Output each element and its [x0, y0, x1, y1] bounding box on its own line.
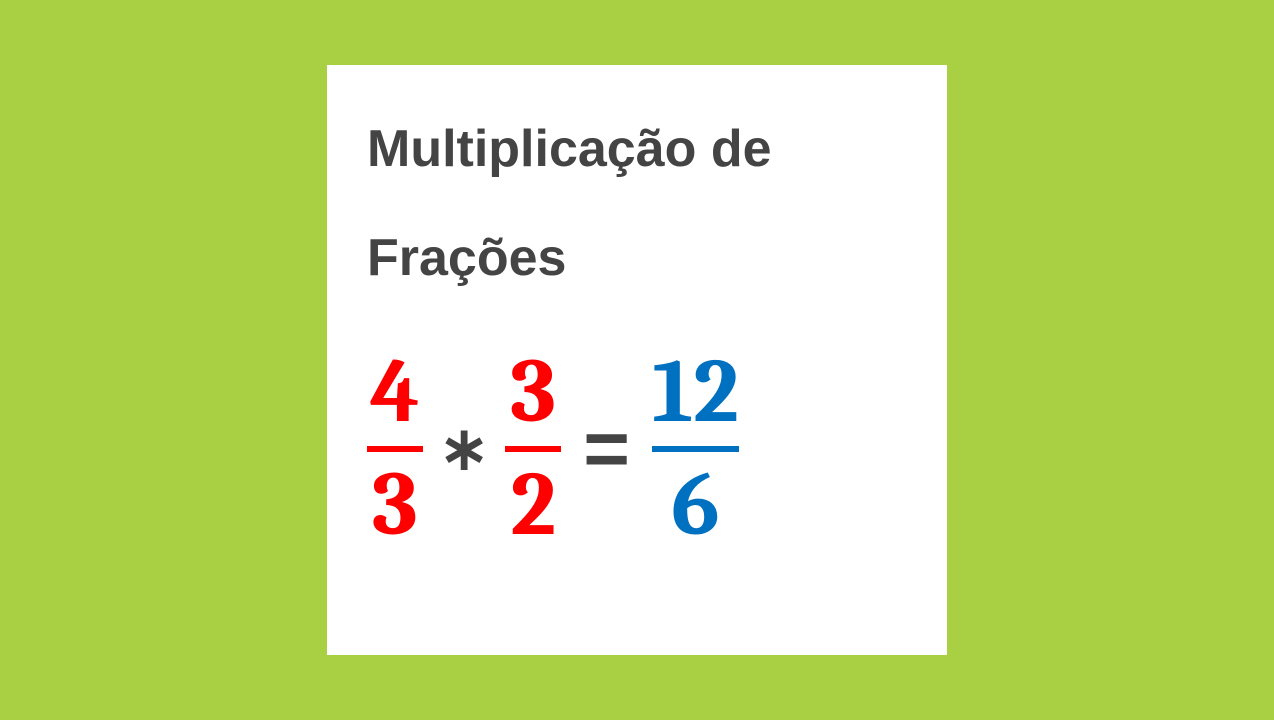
equation-row: 4 3 ∗ 3 2 = 12 6: [367, 343, 907, 555]
fraction-2-numerator: 3: [505, 343, 561, 442]
title-line-2: Frações: [367, 204, 907, 313]
result-bar: [652, 446, 739, 452]
result-denominator: 6: [667, 456, 723, 555]
result-numerator: 12: [652, 343, 739, 442]
fraction-result: 12 6: [652, 343, 739, 555]
fraction-2-bar: [505, 446, 561, 452]
content-card: Multiplicação de Frações 4 3 ∗ 3 2 = 12 …: [327, 65, 947, 655]
multiply-operator: ∗: [435, 414, 493, 484]
title-block: Multiplicação de Frações: [367, 95, 907, 313]
fraction-1-denominator: 3: [367, 456, 423, 555]
fraction-1-bar: [367, 446, 423, 452]
fraction-1-numerator: 4: [367, 343, 423, 442]
title-line-1: Multiplicação de: [367, 95, 907, 204]
fraction-1: 4 3: [367, 343, 423, 555]
equals-sign: =: [573, 403, 640, 495]
fraction-2-denominator: 2: [505, 456, 561, 555]
fraction-2: 3 2: [505, 343, 561, 555]
